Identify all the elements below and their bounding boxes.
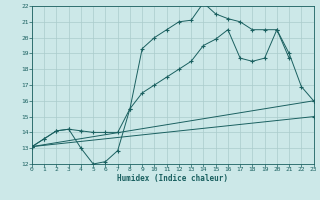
X-axis label: Humidex (Indice chaleur): Humidex (Indice chaleur) <box>117 174 228 183</box>
